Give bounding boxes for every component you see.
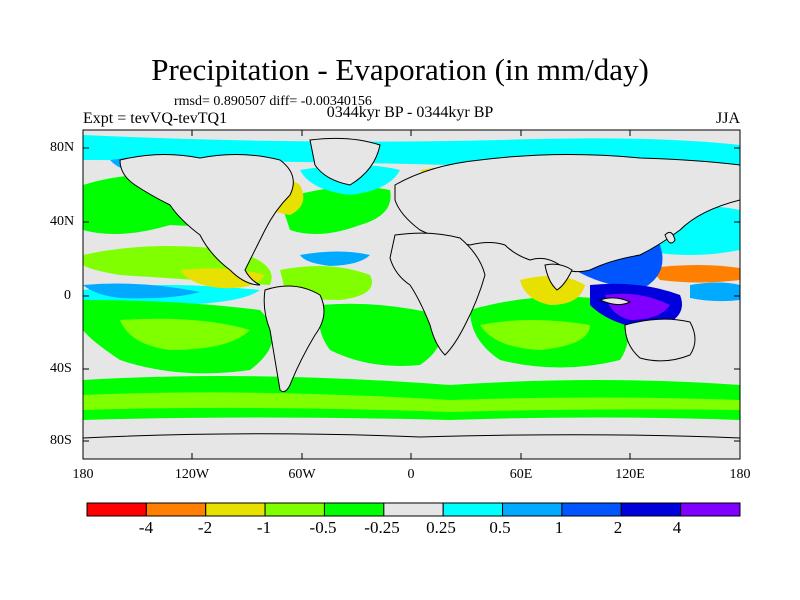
y-tick-label: 0 [64,288,71,303]
map-title: Precipitation - Evaporation (in mm/day) [151,52,649,87]
japan [664,231,676,244]
colorbar-swatch [502,502,563,517]
field-southern-ocean-light [83,392,740,412]
indonesia [598,297,632,306]
colorbar-label: 0.25 [426,518,456,537]
axis-ticks [83,130,740,459]
colorbar [86,502,741,517]
x-tick-label: 120E [615,467,645,482]
south-america [263,285,325,393]
antarctica [83,433,740,459]
north-america [119,153,294,286]
colorbar-label: -0.25 [364,518,400,537]
colorbar-label: -1 [256,518,272,537]
colorbar-label: -0.5 [309,518,337,537]
colorbar-swatch [323,502,385,517]
field-w-pacific-yellow [650,265,740,283]
field-atlantic-itcz [300,251,370,266]
field-w-pacific-blue [690,282,740,302]
field-south-pacific-2 [120,318,250,350]
season-label: JJA [716,110,741,127]
x-tick-label: 180 [729,467,751,482]
field-arabian-sea [520,276,585,305]
colorbar-label: -2 [197,518,213,537]
field-north-atlantic [280,186,391,234]
x-tick-label: 0 [407,467,415,482]
stats-label: rmsd= 0.890507 diff= -0.00340156 [174,94,372,109]
colorbar-label: 4 [672,518,682,537]
experiment-label: Expt = tevVQ-tevTQ1 [83,110,228,127]
greenland [309,137,381,186]
colorbar-label: 2 [613,518,623,537]
australia [624,318,696,362]
colorbar-swatch [442,502,504,517]
coastlines [83,137,740,459]
colorbar-swatch [205,502,266,517]
field-south-atlantic [318,303,443,366]
y-tick-label: 40S [50,361,72,376]
colorbar-label: -4 [138,518,154,537]
x-tick-label: 120W [174,467,210,482]
india [544,263,573,291]
colorbar-label: 1 [554,518,564,537]
x-tick-label: 60W [288,467,316,482]
eurasia [394,153,740,273]
field-indian-ocean-2 [480,320,590,350]
y-tick-label: 80S [50,433,72,448]
colorbar-swatch [680,502,741,517]
field-itcz-east-pacific [83,283,200,299]
colorbar-swatch [383,502,444,517]
colorbar-swatch [561,502,622,517]
y-tick-label: 80N [50,140,75,155]
colorbar-swatch [620,502,682,517]
x-tick-label: 60E [509,467,533,482]
colorbar-swatch [145,502,207,517]
period-label: 0344kyr BP - 0344kyr BP [326,104,494,121]
colorbar-swatch [86,502,147,517]
africa [389,232,486,356]
x-tick-label: 180 [72,467,94,482]
y-tick-label: 40N [50,214,75,229]
colorbar-swatch [264,502,325,517]
colorbar-label: 0.5 [489,518,511,537]
